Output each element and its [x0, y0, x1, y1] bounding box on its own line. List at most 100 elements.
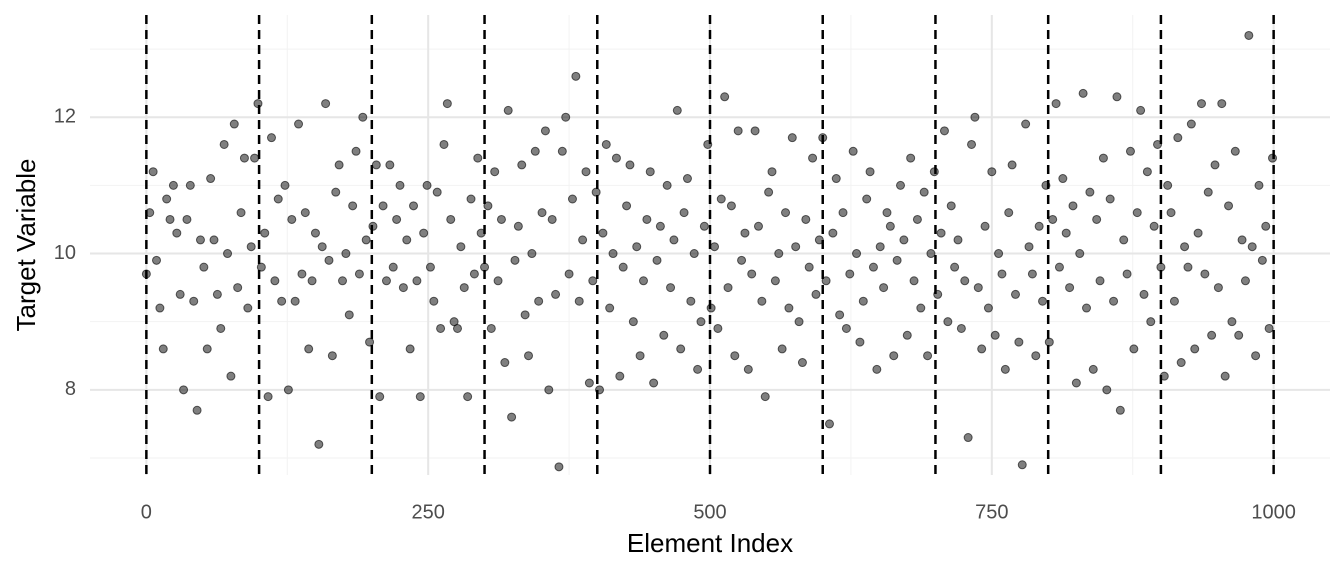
- point: [168, 180, 178, 190]
- point: [605, 303, 615, 313]
- point: [378, 201, 388, 211]
- point: [808, 153, 818, 163]
- point: [439, 139, 449, 149]
- point: [260, 228, 270, 238]
- point: [507, 412, 517, 422]
- point: [540, 126, 550, 136]
- point: [1139, 289, 1149, 299]
- point: [835, 310, 845, 320]
- point: [625, 160, 635, 170]
- point: [1190, 344, 1200, 354]
- point: [398, 283, 408, 293]
- point: [801, 214, 811, 224]
- point: [618, 262, 628, 272]
- point: [446, 214, 456, 224]
- point: [195, 235, 205, 245]
- point: [1129, 344, 1139, 354]
- point: [916, 303, 926, 313]
- point: [740, 228, 750, 238]
- point: [1014, 337, 1024, 347]
- point: [1068, 201, 1078, 211]
- x-tick-label: 0: [141, 501, 152, 523]
- point: [997, 269, 1007, 279]
- point: [960, 276, 970, 286]
- y-tick-label: 12: [54, 106, 76, 128]
- point: [152, 255, 162, 265]
- point: [970, 112, 980, 122]
- x-tick-label: 1000: [1251, 501, 1296, 523]
- point: [882, 208, 892, 218]
- point: [1153, 139, 1163, 149]
- point: [212, 289, 222, 299]
- point: [902, 330, 912, 340]
- point: [584, 378, 594, 388]
- point: [1007, 160, 1017, 170]
- point: [1098, 153, 1108, 163]
- point: [155, 303, 165, 313]
- point: [1095, 276, 1105, 286]
- point: [797, 358, 807, 368]
- point: [206, 174, 216, 184]
- point: [287, 214, 297, 224]
- point: [483, 201, 493, 211]
- point: [338, 276, 348, 286]
- point: [429, 296, 439, 306]
- point: [1183, 262, 1193, 272]
- point: [551, 289, 561, 299]
- point: [381, 276, 391, 286]
- point: [1092, 214, 1102, 224]
- x-tick-label: 250: [411, 501, 444, 523]
- point: [1196, 99, 1206, 109]
- point: [757, 296, 767, 306]
- point: [973, 283, 983, 293]
- point: [1102, 385, 1112, 395]
- point: [1264, 323, 1274, 333]
- point: [567, 194, 577, 204]
- point: [767, 167, 777, 177]
- point: [517, 160, 527, 170]
- point: [638, 276, 648, 286]
- point: [547, 214, 557, 224]
- point: [510, 255, 520, 265]
- point: [422, 180, 432, 190]
- x-axis-title: Element Index: [627, 528, 793, 558]
- x-tick-label: 750: [975, 501, 1008, 523]
- point: [344, 310, 354, 320]
- point: [503, 105, 513, 115]
- point: [307, 276, 317, 286]
- point: [348, 201, 358, 211]
- point: [1227, 317, 1237, 327]
- point: [297, 269, 307, 279]
- point: [1247, 242, 1257, 252]
- point: [628, 317, 638, 327]
- point: [814, 235, 824, 245]
- point: [331, 187, 341, 197]
- point: [165, 214, 175, 224]
- point: [892, 255, 902, 265]
- point: [375, 392, 385, 402]
- point: [693, 364, 703, 374]
- point: [1156, 262, 1166, 272]
- point: [578, 235, 588, 245]
- point: [452, 323, 462, 333]
- point: [1149, 221, 1159, 231]
- point: [899, 235, 909, 245]
- point: [1065, 283, 1075, 293]
- point: [770, 276, 780, 286]
- point: [831, 174, 841, 184]
- point: [666, 283, 676, 293]
- point: [889, 351, 899, 361]
- point: [1109, 296, 1119, 306]
- point: [642, 214, 652, 224]
- point: [828, 228, 838, 238]
- point: [983, 303, 993, 313]
- point: [912, 214, 922, 224]
- point: [1240, 276, 1250, 286]
- point: [544, 385, 554, 395]
- point: [1132, 208, 1142, 218]
- point: [351, 146, 361, 156]
- point: [1051, 99, 1061, 109]
- point: [1173, 133, 1183, 143]
- point: [1058, 174, 1068, 184]
- point: [1207, 330, 1217, 340]
